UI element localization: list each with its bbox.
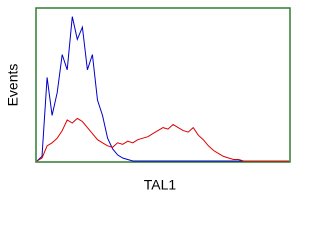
series-line [36, 117, 289, 162]
y-axis-label: Events [5, 64, 21, 107]
chart: Events TAL1 [5, 7, 291, 193]
plot-frame [35, 7, 291, 163]
x-axis-label: TAL1 [144, 177, 177, 193]
series-line [36, 16, 289, 162]
